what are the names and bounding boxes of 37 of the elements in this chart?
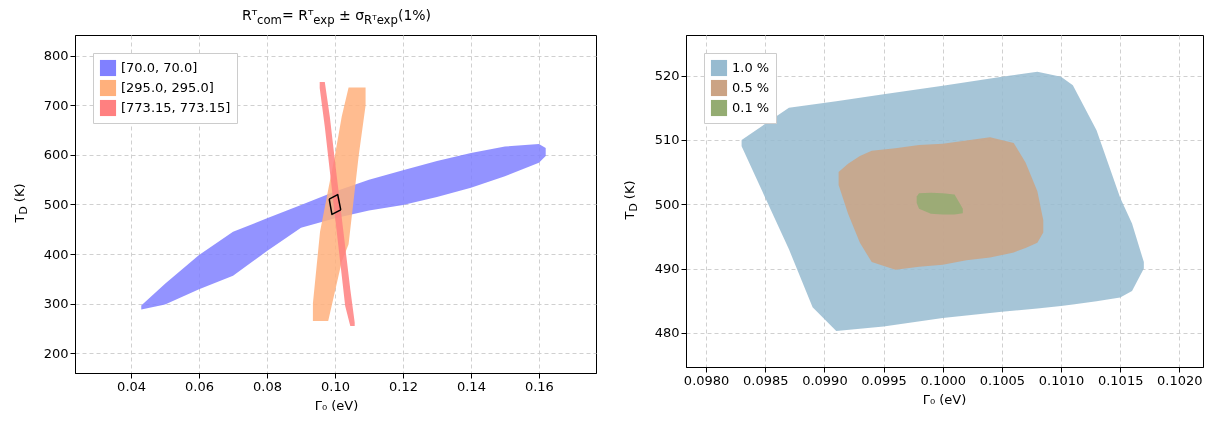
legend-label: [773.15, 773.15] xyxy=(121,100,231,115)
y-tick-label: 510 xyxy=(654,132,680,148)
x-axis-title: Γ₀ (eV) xyxy=(314,397,359,413)
x-tick-label: 0.1005 xyxy=(979,372,1026,388)
x-tick-label: 0.08 xyxy=(253,378,282,394)
legend-label: 1.0 % xyxy=(732,60,770,75)
legend-label: 0.1 % xyxy=(732,100,770,115)
chart-title: Rᵀ$_{com}$= Rᵀ$_{exp}$ ± σ$_{Rᵀexp}$(1%) xyxy=(241,7,432,27)
x-tick-label: 0.0980 xyxy=(683,372,730,388)
x-tick-label: 0.06 xyxy=(185,378,215,394)
legend-label: [295.0, 295.0] xyxy=(121,80,214,95)
x-axis-title: Γ₀ (eV) xyxy=(922,391,967,407)
x-tick-label: 0.10 xyxy=(321,378,350,394)
y-tick-label: 200 xyxy=(43,345,69,361)
x-tick-label: 0.0995 xyxy=(861,372,907,388)
y-tick-label: 500 xyxy=(43,197,69,212)
x-tick-label: 0.1020 xyxy=(1157,372,1203,388)
x-tick-label: 0.0985 xyxy=(743,372,789,388)
x-tick-label: 0.1015 xyxy=(1097,372,1144,388)
x-tick-label: 0.04 xyxy=(117,378,147,394)
y-tick-label: 520 xyxy=(654,68,680,84)
y-tick-label: 500 xyxy=(654,196,680,212)
y-tick-label: 480 xyxy=(654,325,680,341)
y-tick-label: 490 xyxy=(654,261,680,277)
y-tick-label: 400 xyxy=(43,246,69,262)
x-tick-label: 0.1010 xyxy=(1038,372,1085,388)
x-tick-label: 0.0990 xyxy=(802,372,848,388)
x-tick-label: 0.16 xyxy=(524,378,554,394)
x-tick-label: 0.1000 xyxy=(920,372,966,388)
x-tick-label: 0.14 xyxy=(456,378,486,394)
legend-label: 0.5 % xyxy=(732,80,770,95)
y-tick-label: 700 xyxy=(43,97,69,113)
y-tick-label: 800 xyxy=(43,48,69,64)
legend-label: [70.0, 70.0] xyxy=(121,60,198,75)
x-tick-label: 0.12 xyxy=(388,378,418,394)
y-tick-label: 600 xyxy=(43,147,69,163)
y-tick-label: 300 xyxy=(43,296,69,312)
